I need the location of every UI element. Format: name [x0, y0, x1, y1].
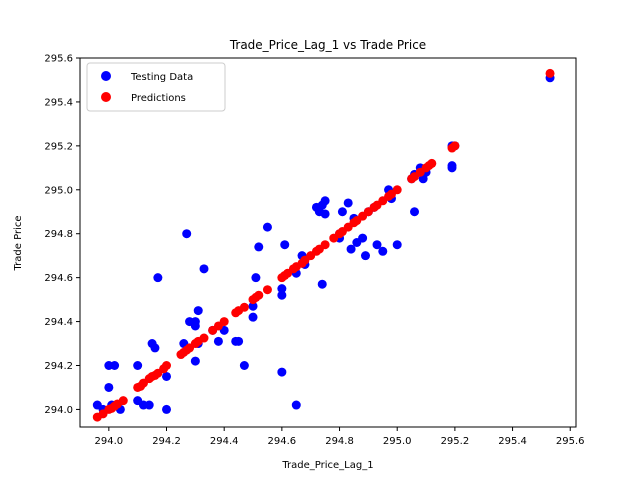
point-testing-data	[150, 343, 160, 353]
x-tick-label: 294.8	[325, 436, 354, 447]
y-tick-label: 294.2	[44, 361, 73, 372]
point-testing-data	[199, 264, 209, 274]
y-tick-label: 295.0	[44, 185, 73, 196]
legend: Testing Data Predictions	[86, 62, 226, 112]
x-tick-label: 295.6	[556, 436, 585, 447]
point-testing-data	[320, 209, 330, 219]
legend-box	[86, 62, 226, 112]
plot-area	[92, 68, 555, 422]
y-tick-label: 295.4	[44, 97, 73, 108]
point-testing-data	[360, 251, 370, 261]
point-testing-data	[277, 284, 287, 294]
point-predictions	[199, 333, 209, 343]
point-testing-data	[213, 336, 223, 346]
legend-marker-testing-data	[101, 71, 111, 81]
point-testing-data	[248, 312, 258, 322]
point-testing-data	[291, 400, 301, 410]
point-predictions	[262, 285, 272, 295]
point-predictions	[239, 302, 249, 312]
x-tick-label: 294.2	[152, 436, 181, 447]
point-testing-data	[190, 356, 200, 366]
x-tick-label: 295.0	[383, 436, 412, 447]
x-tick-label: 294.6	[268, 436, 297, 447]
y-tick-label: 294.4	[44, 317, 73, 328]
point-testing-data	[248, 301, 258, 311]
point-predictions	[450, 141, 460, 151]
point-predictions	[320, 240, 330, 250]
point-testing-data	[378, 246, 388, 256]
point-testing-data	[190, 321, 200, 331]
point-testing-data	[153, 273, 163, 283]
point-predictions	[392, 185, 402, 195]
plot-frame	[79, 57, 577, 428]
point-testing-data	[251, 273, 261, 283]
x-tick-label: 295.4	[498, 436, 527, 447]
x-tick-label: 294.4	[210, 436, 239, 447]
chart-title: Trade_Price_Lag_1 vs Trade Price	[229, 38, 426, 52]
point-predictions	[427, 158, 437, 168]
x-axis: 294.0 294.2 294.4 294.6 294.8 295.0 295.2 295.4…	[95, 427, 585, 447]
point-testing-data	[447, 163, 457, 173]
point-predictions	[545, 68, 555, 78]
y-tick-label: 295.6	[44, 54, 73, 65]
x-tick-label: 294.0	[95, 436, 124, 447]
point-testing-data	[104, 382, 114, 392]
point-testing-data	[320, 196, 330, 206]
point-testing-data	[262, 222, 272, 232]
series-predictions	[92, 68, 555, 422]
legend-marker-predictions	[101, 92, 111, 102]
point-predictions	[219, 317, 229, 327]
point-testing-data	[162, 371, 172, 381]
legend-label-predictions: Predictions	[131, 93, 186, 104]
x-tick-label: 295.2	[441, 436, 470, 447]
y-tick-label: 294.6	[44, 273, 73, 284]
point-testing-data	[254, 242, 264, 252]
point-predictions	[162, 361, 172, 370]
point-testing-data	[162, 404, 172, 414]
point-testing-data	[317, 279, 327, 289]
point-testing-data	[337, 207, 347, 217]
point-testing-data	[372, 240, 382, 250]
point-testing-data	[193, 306, 203, 316]
point-testing-data	[343, 198, 353, 208]
x-axis-label: Trade_Price_Lag_1	[281, 460, 373, 471]
point-predictions	[118, 396, 128, 406]
point-testing-data	[110, 361, 120, 370]
point-testing-data	[280, 240, 290, 250]
point-testing-data	[239, 361, 249, 370]
y-tick-label: 294.8	[44, 229, 73, 240]
y-axis: 294.0 294.2 294.4 294.6 294.8 295.0 295.2 295.4…	[44, 54, 80, 416]
point-predictions	[254, 290, 264, 300]
y-tick-label: 294.0	[44, 405, 73, 416]
legend-label-testing-data: Testing Data	[130, 72, 193, 83]
point-testing-data	[234, 336, 244, 346]
y-tick-label: 295.2	[44, 141, 73, 152]
point-testing-data	[133, 361, 143, 370]
y-axis-label: Trade Price	[13, 216, 24, 272]
point-testing-data	[346, 244, 356, 254]
point-testing-data	[410, 207, 420, 217]
point-testing-data	[392, 240, 402, 250]
point-testing-data	[277, 290, 287, 300]
point-testing-data	[358, 233, 368, 243]
point-testing-data	[182, 229, 192, 239]
point-testing-data	[144, 400, 154, 410]
point-testing-data	[277, 367, 287, 377]
